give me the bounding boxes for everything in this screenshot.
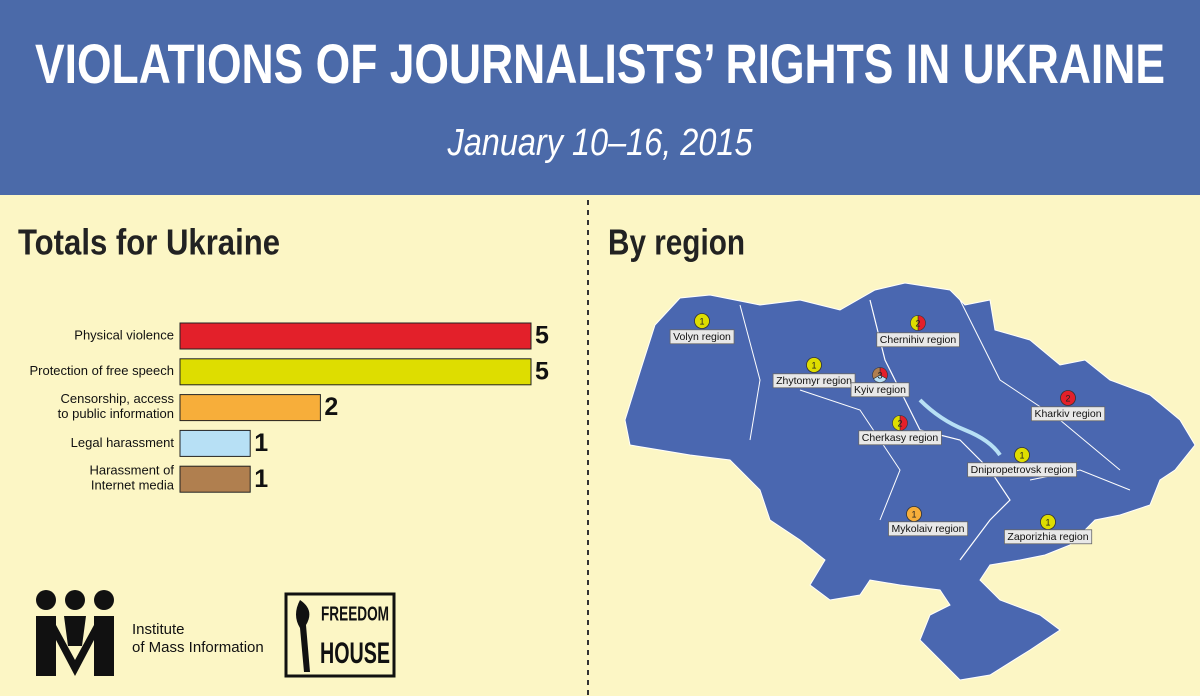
region-marker: 1 Volyn region: [669, 313, 735, 345]
category-label: Censorship, access to public information: [58, 392, 175, 422]
region-marker: 3 Kyiv region: [850, 367, 910, 398]
marker-count: 1: [699, 316, 704, 326]
bar: [179, 465, 251, 493]
logo-shape: [36, 616, 114, 676]
logo-shape: [65, 590, 85, 610]
region-label: Cherkasy region: [862, 432, 939, 444]
region-label: Zaporizhia region: [1007, 531, 1088, 543]
region-marker: 2 Cherkasy region: [858, 415, 942, 446]
marker-circle: [806, 357, 822, 373]
category-label: Harassment of Internet media: [89, 463, 174, 493]
subtitle: January 10–16, 2015: [447, 122, 754, 164]
marker-count: 2: [915, 318, 920, 328]
title: VIOLATIONS OF JOURNALISTS’ RIGHTS IN UKR…: [35, 32, 1165, 95]
bar: [179, 358, 532, 386]
region-marker: 1 Dnipropetrovsk region: [967, 447, 1077, 478]
region-marker: 2 Chernihiv region: [876, 315, 960, 348]
logo-imi: Institute of Mass Information: [36, 590, 264, 676]
region-label: Kharkiv region: [1034, 408, 1101, 420]
label-box: [669, 329, 735, 345]
marker-count: 1: [1045, 517, 1050, 527]
label-box: [858, 430, 942, 446]
logo-shape: [36, 590, 56, 610]
bar: [179, 322, 532, 350]
region-label: Dnipropetrovsk region: [971, 464, 1074, 476]
marker-slice: [872, 367, 881, 380]
value-label: 1: [254, 465, 268, 493]
border-line: [869, 299, 1011, 561]
value-label: 1: [254, 429, 268, 457]
label-box: [772, 373, 856, 389]
marker-slice: [892, 415, 901, 431]
marker-count: 2: [897, 418, 902, 428]
marker-circle: [1060, 390, 1076, 406]
ukraine-shape: [624, 282, 1196, 681]
marker-circle: [694, 313, 710, 329]
section-title: Totals for Ukraine: [18, 222, 280, 263]
section-title: By region: [608, 222, 745, 263]
category-label: Legal harassment: [71, 435, 175, 450]
logo-text: Institute: [132, 621, 185, 638]
logo-torch: [296, 600, 310, 672]
marker-count: 3: [877, 370, 882, 380]
label-box: [876, 332, 960, 348]
category-label: Physical violence: [74, 327, 174, 342]
region-marker: 1 Zhytomyr region: [772, 357, 856, 389]
region-marker: 1 Mykolaiv region: [888, 506, 969, 537]
marker-slice: [917, 315, 926, 331]
label-box: [967, 462, 1077, 478]
marker-count: 1: [1019, 450, 1024, 460]
region-label: Zhytomyr region: [776, 375, 852, 387]
logo-shape: [94, 590, 114, 610]
bar: [179, 429, 251, 457]
label-box: [850, 382, 910, 398]
marker-slice: [910, 315, 919, 331]
category-label: Protection of free speech: [29, 363, 174, 378]
label-box: [1031, 406, 1106, 422]
label-box: [1004, 529, 1093, 545]
value-label: 2: [324, 393, 338, 421]
region-marker: 2 Kharkiv region: [1031, 390, 1106, 422]
region-label: Mykolaiv region: [892, 523, 965, 535]
header-band: [0, 0, 1200, 195]
label-box: [888, 521, 969, 537]
logo-text: HOUSE: [320, 637, 390, 670]
value-label: 5: [535, 322, 549, 350]
river: [918, 398, 1002, 457]
logo-text: FREEDOM: [321, 603, 389, 625]
marker-count: 2: [1065, 393, 1070, 403]
region-marker: 1 Zaporizhia region: [1004, 514, 1093, 545]
logo-freedom-house: FREEDOM HOUSE: [284, 592, 396, 678]
marker-count: 1: [911, 509, 916, 519]
value-label: 5: [535, 357, 549, 385]
region-label: Chernihiv region: [880, 334, 957, 346]
region-label: Kyiv region: [854, 384, 906, 396]
map: [624, 282, 1196, 681]
logo-text: of Mass Information: [132, 639, 264, 656]
marker-slice: [899, 415, 908, 431]
region-label: Volyn region: [673, 331, 731, 343]
marker-count: 1: [811, 360, 816, 370]
bar: [179, 394, 321, 422]
